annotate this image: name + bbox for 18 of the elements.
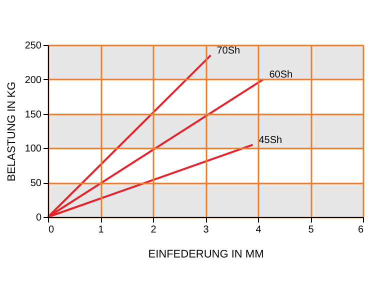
y-tick-label: 250 xyxy=(24,40,42,52)
y-tick-label: 0 xyxy=(36,212,42,224)
x-tick-label: 1 xyxy=(98,224,104,236)
series-label: 60Sh xyxy=(269,69,293,80)
y-axis-title: BELASTUNG IN KG xyxy=(6,82,18,182)
x-tick-label: 4 xyxy=(256,224,262,236)
x-tick-label: 2 xyxy=(150,224,157,236)
x-axis-title: EINFEDERUNG IN MM xyxy=(148,248,264,260)
y-tick-label: 150 xyxy=(24,109,42,120)
y-tick-label: 50 xyxy=(30,178,42,190)
y-tick-label: 200 xyxy=(24,74,42,86)
y-tick-label: 100 xyxy=(24,144,42,155)
x-tick-label: 5 xyxy=(308,224,314,236)
series-label: 45Sh xyxy=(258,134,282,146)
x-tick-label: 0 xyxy=(48,224,54,236)
x-tick-label: 6 xyxy=(358,224,364,236)
series-label: 70Sh xyxy=(216,45,240,56)
x-tick-label: 3 xyxy=(203,224,210,236)
